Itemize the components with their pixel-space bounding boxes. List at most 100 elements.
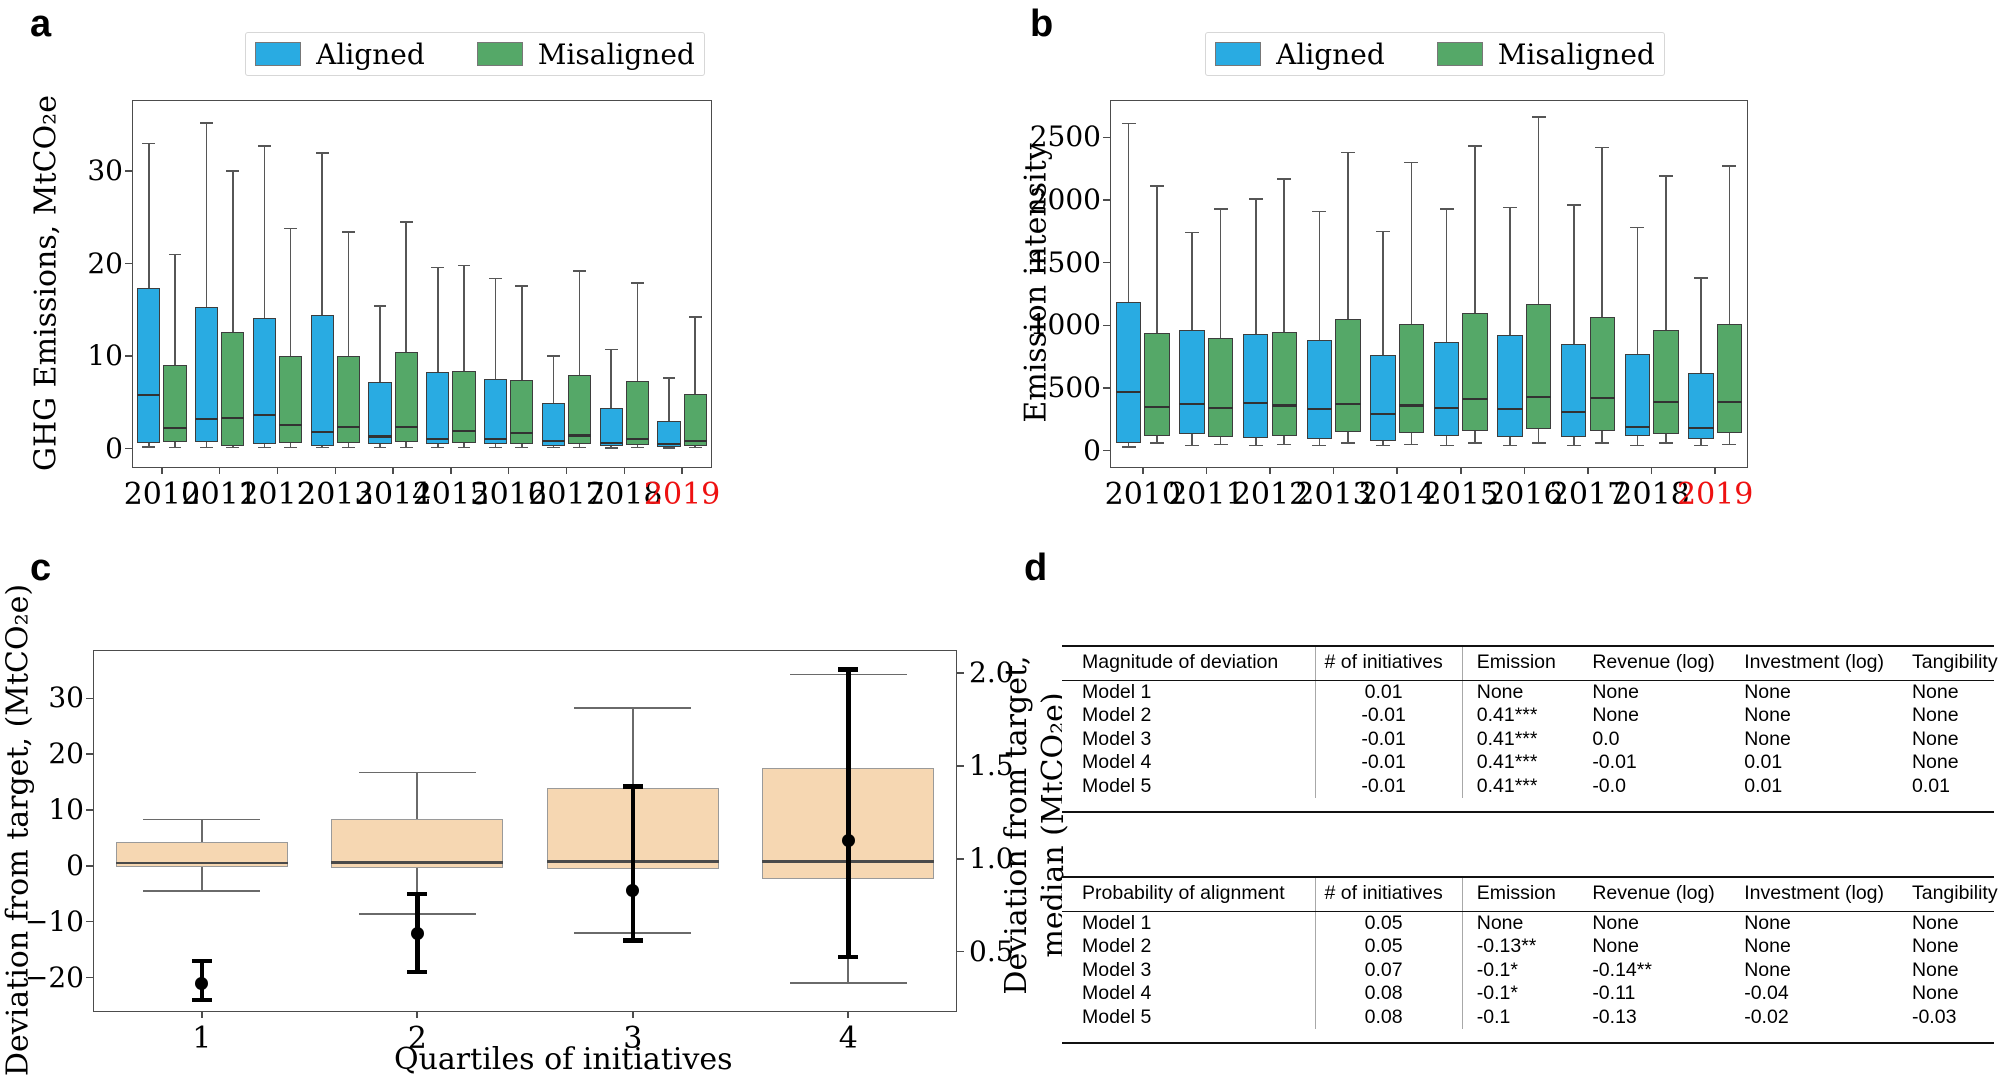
median-line: [1561, 410, 1587, 413]
whisker: [174, 254, 176, 448]
x-tick: [1396, 467, 1398, 474]
x-tick: [1332, 467, 1335, 474]
table-cell: -0.02: [1744, 1005, 1789, 1028]
x-tick-label: 2012: [239, 477, 316, 512]
whisker: [463, 265, 465, 448]
whisker-cap: [1150, 185, 1164, 188]
whisker: [610, 349, 613, 449]
median-line: [452, 429, 476, 433]
whisker: [437, 267, 439, 448]
table-row: Model 4 -0.01 0.41*** -0.01 0.01 None: [1062, 751, 1994, 775]
table-cell: None: [1744, 727, 1791, 750]
whisker-cap: [574, 707, 692, 709]
y-tick: [1103, 324, 1110, 327]
table-cell: None: [1592, 935, 1639, 957]
misaligned-color-swatch: [476, 42, 523, 66]
whisker: [1700, 277, 1702, 446]
median-line: [426, 438, 450, 441]
right-y-tick: [957, 672, 964, 675]
whisker-cap: [342, 231, 355, 234]
table-cell: Model 2: [1062, 935, 1316, 959]
panel-b-letter: b: [1030, 3, 1054, 45]
median-line: [484, 438, 508, 441]
error-bar-cap: [407, 969, 428, 975]
median-line: [1398, 404, 1425, 407]
x-tick: [1205, 467, 1208, 474]
whisker-cap: [1503, 206, 1518, 209]
box: [279, 356, 303, 443]
table-cell: None: [1911, 680, 1959, 703]
x-tick: [847, 1011, 850, 1018]
table-cell: None: [1476, 911, 1524, 934]
box: [336, 356, 360, 443]
whisker-cap: [1375, 230, 1390, 233]
legend-label-misaligned: Misaligned: [1497, 37, 1655, 71]
whisker: [1474, 146, 1476, 444]
y-tick: [86, 697, 93, 700]
box: [1716, 324, 1743, 434]
table-header-row: Magnitude of deviation # of initiatives Em…: [1062, 647, 1998, 681]
whisker: [1445, 208, 1448, 446]
whisker-cap: [489, 277, 502, 280]
table-row: Model 3 0.07 -0.1* -0.14** None None: [1062, 958, 1994, 982]
whisker: [405, 222, 407, 448]
whisker: [578, 271, 581, 448]
y-tick-label: 2500: [1029, 120, 1101, 154]
median-line: [657, 442, 681, 445]
whisker-cap: [1312, 210, 1327, 213]
whisker: [1665, 176, 1667, 444]
error-bar: [846, 669, 851, 958]
whisker-cap: [1693, 444, 1708, 447]
whisker-cap: [168, 446, 182, 449]
whisker-cap: [631, 446, 644, 449]
y-tick-label: 0: [66, 848, 84, 882]
whisker-cap: [662, 447, 676, 449]
panel-a-letter: a: [30, 3, 52, 45]
legend-a: Aligned Misaligned: [245, 32, 705, 76]
y-tick-label: 30: [48, 681, 84, 715]
table-cell: None: [1744, 958, 1791, 981]
whisker-cap: [315, 446, 329, 449]
median-line: [115, 861, 288, 865]
x-tick-label: 2015: [412, 477, 490, 512]
whisker: [1728, 166, 1731, 445]
median-line: [310, 430, 334, 433]
table-header-cell: # of initiatives: [1316, 647, 1463, 680]
whisker-cap: [258, 446, 271, 449]
whisker: [321, 152, 324, 448]
error-bar-cap: [407, 891, 428, 897]
right-y-tick-label: 1.5: [969, 749, 1014, 783]
whisker-cap: [662, 377, 676, 380]
table-cell: -0.11: [1592, 982, 1636, 1004]
whisker-cap: [1468, 145, 1482, 147]
box: [426, 371, 450, 444]
table-cell: None: [1911, 982, 1959, 1004]
median-line: [1144, 405, 1170, 408]
table-header-cell: Probability of alignment: [1062, 878, 1316, 911]
table-cell: None: [1744, 911, 1791, 934]
table-cell: Model 5: [1062, 1005, 1316, 1029]
x-tick: [623, 467, 626, 474]
y-tick: [1103, 136, 1110, 139]
box: [541, 403, 565, 446]
y-tick-label: −10: [24, 904, 84, 938]
whisker-cap: [143, 818, 261, 821]
aligned-color-swatch: [1215, 42, 1262, 66]
box: [1561, 344, 1587, 437]
median-line: [1589, 396, 1615, 400]
table-cell: -0.1*: [1476, 958, 1518, 981]
whisker: [1382, 231, 1384, 446]
aligned-color-swatch: [255, 42, 302, 66]
whisker-cap: [315, 151, 329, 154]
y-tick-label: 500: [1047, 371, 1101, 405]
table-cell: None: [1744, 680, 1791, 703]
panel-c-plot: −20 −10 0 10 20 30 0.5 1.0 1.5 2.0 1 2 3 4: [25, 650, 1014, 1056]
whisker-cap: [1658, 442, 1673, 444]
whisker-cap: [1439, 207, 1454, 210]
whisker: [1283, 178, 1285, 445]
table-row: Model 2 0.05 -0.13** None None None: [1062, 935, 1994, 959]
median-line: [336, 426, 360, 429]
x-tick: [200, 1011, 203, 1018]
box: [510, 380, 534, 444]
panel-c-letter: c: [30, 547, 52, 589]
